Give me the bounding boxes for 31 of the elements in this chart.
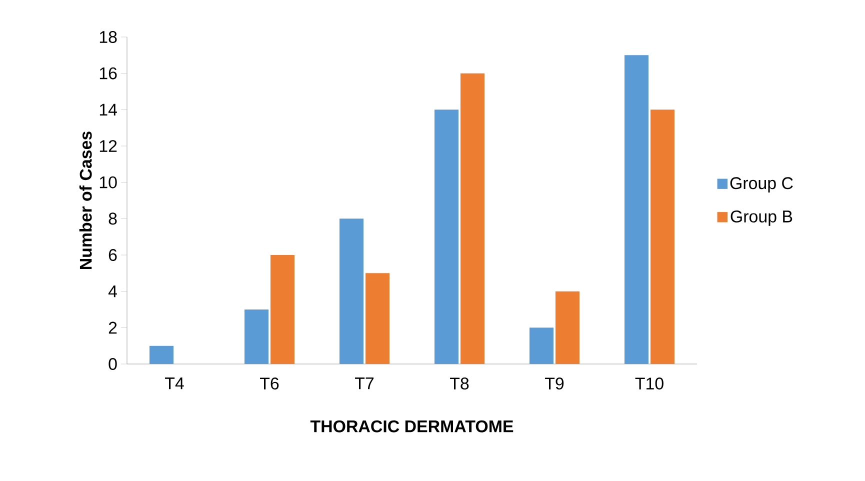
y-tick-label: 18 xyxy=(100,31,117,43)
bar xyxy=(555,291,580,364)
bar xyxy=(434,110,459,364)
bar xyxy=(460,73,484,364)
x-axis-title: THORACIC DERMATOME xyxy=(310,420,514,432)
bar xyxy=(244,310,269,364)
x-tick-label: T10 xyxy=(635,378,664,390)
y-tick-label: 6 xyxy=(108,249,117,261)
bar xyxy=(340,218,364,364)
bar xyxy=(150,346,174,364)
x-tick-label: T4 xyxy=(164,378,184,390)
legend-label: Group B xyxy=(730,210,792,226)
x-tick-label: T6 xyxy=(260,378,279,390)
bar xyxy=(530,328,554,364)
x-tick-label: T7 xyxy=(354,378,374,390)
bar xyxy=(270,255,294,364)
legend-label: Group C xyxy=(730,177,793,193)
y-tick-label: 14 xyxy=(100,104,117,116)
y-tick-label: 16 xyxy=(100,67,117,80)
bar xyxy=(624,55,649,364)
y-tick-label: 2 xyxy=(108,322,117,334)
x-tick-label: T8 xyxy=(450,378,469,390)
y-tick-label: 12 xyxy=(100,140,117,152)
bar xyxy=(650,110,674,364)
y-tick-label: 0 xyxy=(108,358,117,370)
y-axis-title: Number of Cases xyxy=(79,132,92,270)
y-tick-label: 8 xyxy=(108,212,117,225)
x-tick-label: T9 xyxy=(544,378,564,390)
y-tick-label: 10 xyxy=(100,176,117,188)
y-tick-label: 4 xyxy=(108,286,117,298)
bar xyxy=(365,273,390,364)
